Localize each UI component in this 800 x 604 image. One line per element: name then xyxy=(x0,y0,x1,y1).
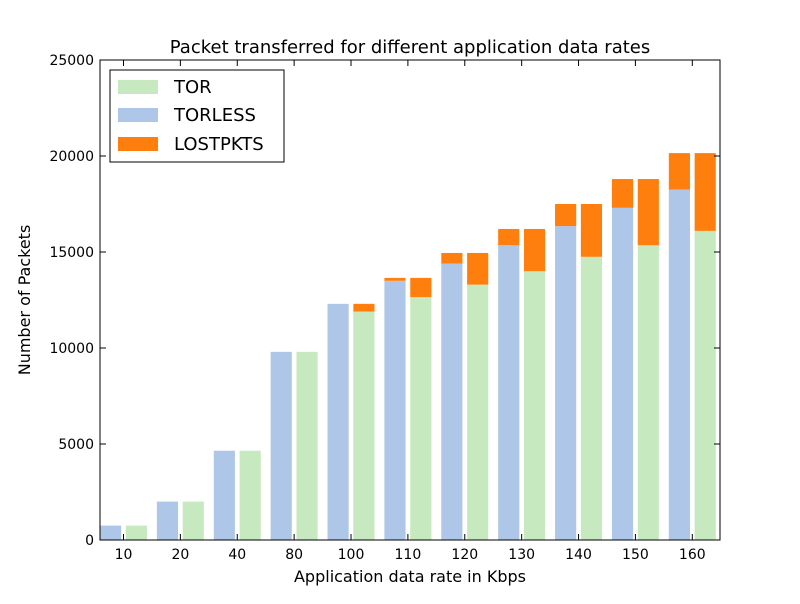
x-tick-label: 40 xyxy=(228,547,246,563)
bar-torless-120 xyxy=(441,263,463,540)
bar-torless-100 xyxy=(327,303,349,540)
bar-tor-120 xyxy=(467,284,489,540)
legend-swatch-torless xyxy=(118,108,158,122)
chart-title: Packet transferred for different applica… xyxy=(170,37,650,58)
bar-lostpkts-tor-150 xyxy=(637,179,659,246)
y-tick-label: 20000 xyxy=(49,149,94,165)
x-tick-label: 160 xyxy=(679,547,706,563)
y-tick-label: 25000 xyxy=(49,53,94,69)
legend-swatch-tor xyxy=(118,80,158,94)
bar-tor-160 xyxy=(694,230,716,540)
bar-torless-130 xyxy=(498,245,520,540)
bar-torless-20 xyxy=(156,501,179,540)
x-tick-label: 150 xyxy=(622,547,649,563)
bar-tor-10 xyxy=(125,525,147,540)
x-axis-label: Application data rate in Kbps xyxy=(294,567,526,586)
bar-torless-160 xyxy=(668,189,690,540)
bar-torless-140 xyxy=(555,226,577,540)
y-tick-label: 0 xyxy=(85,533,94,549)
plot-frame xyxy=(99,59,721,541)
bar-lostpkts-torless-130 xyxy=(498,228,520,246)
bar-torless-80 xyxy=(270,351,292,540)
x-tick-label: 20 xyxy=(171,547,189,563)
bar-lostpkts-tor-110 xyxy=(410,277,432,298)
legend-swatch-lostpkts xyxy=(118,137,158,151)
y-tick-label: 10000 xyxy=(49,341,94,357)
y-tick-label: 5000 xyxy=(58,437,94,453)
bar-tor-40 xyxy=(239,450,261,540)
bar-tor-150 xyxy=(637,245,659,540)
y-tick-label: 15000 xyxy=(49,245,94,261)
x-tick-label: 140 xyxy=(565,547,592,563)
legend-label-torless: TORLESS xyxy=(173,105,256,126)
x-tick-label: 80 xyxy=(285,547,303,563)
bars-layer xyxy=(100,153,716,540)
bar-lostpkts-torless-140 xyxy=(555,204,577,227)
bar-tor-100 xyxy=(353,311,375,540)
bar-torless-40 xyxy=(213,450,235,540)
bar-lostpkts-tor-140 xyxy=(580,204,603,257)
bar-tor-130 xyxy=(523,271,546,540)
bar-tor-140 xyxy=(580,256,603,540)
bar-tor-110 xyxy=(410,297,432,540)
bar-lostpkts-tor-160 xyxy=(694,153,716,231)
x-tick-label: 120 xyxy=(451,547,478,563)
x-tick-label: 100 xyxy=(338,547,365,563)
bar-tor-20 xyxy=(182,501,204,540)
bar-lostpkts-torless-150 xyxy=(611,179,634,208)
bar-lostpkts-torless-120 xyxy=(441,252,463,264)
legend-label-lostpkts: LOSTPKTS xyxy=(174,134,264,155)
legend-label-tor: TOR xyxy=(173,77,212,98)
x-tick-label: 10 xyxy=(115,547,133,563)
ticks-layer: 10 20 40 80 100 110 120 130 140 150 160 0 5000 10000 1… xyxy=(49,53,720,563)
bar-torless-110 xyxy=(384,280,406,540)
bar-lostpkts-tor-130 xyxy=(523,228,546,272)
x-tick-label: 130 xyxy=(508,547,535,563)
bar-lostpkts-tor-120 xyxy=(467,252,489,285)
bar-torless-10 xyxy=(100,525,122,540)
bar-tor-80 xyxy=(296,351,318,540)
bar-lostpkts-tor-100 xyxy=(353,303,375,312)
bar-lostpkts-torless-110 xyxy=(384,277,406,281)
y-axis-label: Number of Packets xyxy=(15,225,34,376)
bar-lostpkts-torless-160 xyxy=(668,153,690,190)
bar-torless-150 xyxy=(611,207,634,540)
legend: TOR TORLESS LOSTPKTS xyxy=(109,69,285,163)
x-tick-label: 110 xyxy=(395,547,422,563)
